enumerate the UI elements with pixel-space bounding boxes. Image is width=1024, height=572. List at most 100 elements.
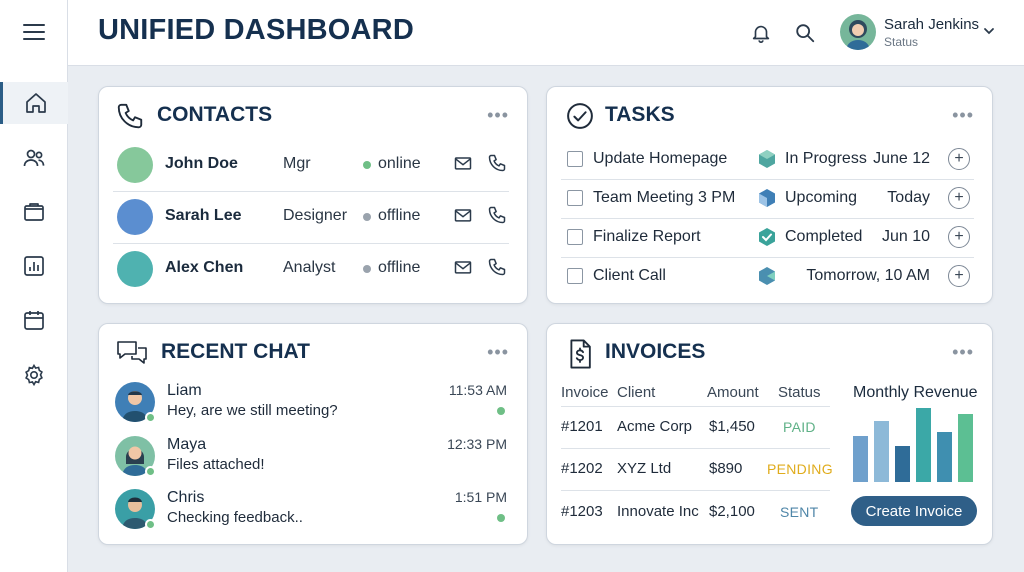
chat-sender: Liam [167,382,202,399]
contact-status: offline [378,207,421,224]
invoice-client: XYZ Ltd [617,460,672,477]
status-badge: PAID [783,419,816,435]
sidebar-item-folder[interactable] [0,191,68,233]
contact-status: online [378,155,421,172]
sidebar-item-calendar[interactable] [0,299,68,341]
phone-icon[interactable] [487,153,507,173]
invoice-amount: $2,100 [709,503,755,520]
users-icon [23,149,45,167]
chat-time: 12:33 PM [447,436,507,452]
invoice-id[interactable]: #1203 [561,503,603,520]
mail-icon[interactable] [453,257,473,277]
user-name[interactable]: Sarah Jenkins [884,16,980,33]
status-badge: SENT [780,504,819,520]
gear-icon [25,363,43,387]
task-row[interactable]: Finalize Report Completed Jun 10 + [561,218,976,256]
contact-row[interactable]: John Doe Mgr online [113,139,511,191]
contact-status: offline [378,259,421,276]
divider [113,243,509,244]
task-name: Finalize Report [593,228,701,245]
invoice-id[interactable]: #1201 [561,418,603,435]
task-date: June 12 [873,150,930,167]
sidebar-item-users[interactable] [0,137,68,179]
task-row[interactable]: Update Homepage In Progress June 12 + [561,140,976,178]
status-badge: PENDING [767,461,833,477]
avatar [115,436,155,476]
task-date: Today [887,189,930,206]
contacts-card: CONTACTS ••• John Doe Mgr online Sarah L… [98,86,528,304]
task-date: Tomorrow, 10 AM [806,267,930,284]
search-icon[interactable] [792,20,818,46]
task-name: Client Call [593,267,666,284]
chevron-down-icon[interactable] [982,24,996,38]
chat-message: Checking feedback.. [167,509,303,526]
divider [561,406,830,407]
chat-item[interactable]: Maya Files attached! 12:33 PM [115,434,507,486]
status-badge-icon [759,150,775,168]
chat-item[interactable]: Liam Hey, are we still meeting? 11:53 AM [115,380,507,432]
more-options-icon[interactable]: ••• [487,105,509,125]
contact-name: John Doe [165,155,238,172]
status-badge-icon [759,228,775,246]
column-header: Invoice [561,384,609,401]
chart-bar [916,408,931,482]
chart-icon [24,256,44,276]
task-status: Completed [785,228,863,245]
chat-item[interactable]: Chris Checking feedback.. 1:51 PM [115,487,507,539]
contact-row[interactable]: Alex Chen Analyst offline [113,243,511,295]
column-header: Status [778,384,821,401]
phone-icon[interactable] [487,257,507,277]
task-checkbox[interactable] [567,229,583,245]
mail-icon[interactable] [453,205,473,225]
add-task-button[interactable]: + [948,187,970,209]
task-checkbox[interactable] [567,268,583,284]
task-status: Upcoming [785,189,858,206]
add-task-button[interactable]: + [948,226,970,248]
unread-indicator [497,514,505,522]
task-row[interactable]: Client Call Tomorrow, 10 AM + [561,257,976,295]
sidebar-item-home[interactable] [0,82,68,124]
column-header: Client [617,384,656,401]
task-row[interactable]: Team Meeting 3 PM Upcoming Today + [561,179,976,217]
chat-bubbles-icon [115,338,147,368]
card-title: RECENT CHAT [161,340,310,363]
contact-name: Alex Chen [165,259,244,276]
chart-bar [874,421,889,482]
task-checkbox[interactable] [567,190,583,206]
chat-sender: Chris [167,489,205,506]
card-title: TASKS [605,103,675,126]
add-task-button[interactable]: + [948,265,970,287]
menu-icon[interactable] [22,22,46,42]
mail-icon[interactable] [453,153,473,173]
invoice-id[interactable]: #1202 [561,460,603,477]
task-checkbox[interactable] [567,151,583,167]
add-task-button[interactable]: + [948,148,970,170]
invoice-icon [565,338,595,369]
chat-time: 1:51 PM [454,489,507,505]
phone-icon [115,101,145,131]
create-invoice-button[interactable]: Create Invoice [851,496,977,526]
chat-message: Hey, are we still meeting? [167,402,338,419]
more-options-icon[interactable]: ••• [952,342,974,362]
phone-icon[interactable] [487,205,507,225]
divider [113,191,509,192]
chart-bar [937,432,952,482]
avatar [117,147,153,183]
more-options-icon[interactable]: ••• [487,342,509,362]
more-options-icon[interactable]: ••• [952,105,974,125]
sidebar-item-settings[interactable] [0,354,68,396]
tasks-card: TASKS ••• Update Homepage In Progress Ju… [546,86,993,304]
contact-row[interactable]: Sarah Lee Designer offline [113,191,511,243]
sidebar-item-reports[interactable] [0,245,68,287]
divider [561,218,974,219]
invoices-card: INVOICES ••• Invoice Client Amount Statu… [546,323,993,545]
online-indicator [145,412,156,423]
task-name: Team Meeting 3 PM [593,189,736,206]
contact-role: Designer [283,207,348,224]
bell-icon[interactable] [748,20,774,46]
page-title: UNIFIED DASHBOARD [98,14,414,46]
status-dot [363,265,371,273]
status-dot [363,213,371,221]
unread-indicator [497,407,505,415]
avatar[interactable] [840,14,876,50]
